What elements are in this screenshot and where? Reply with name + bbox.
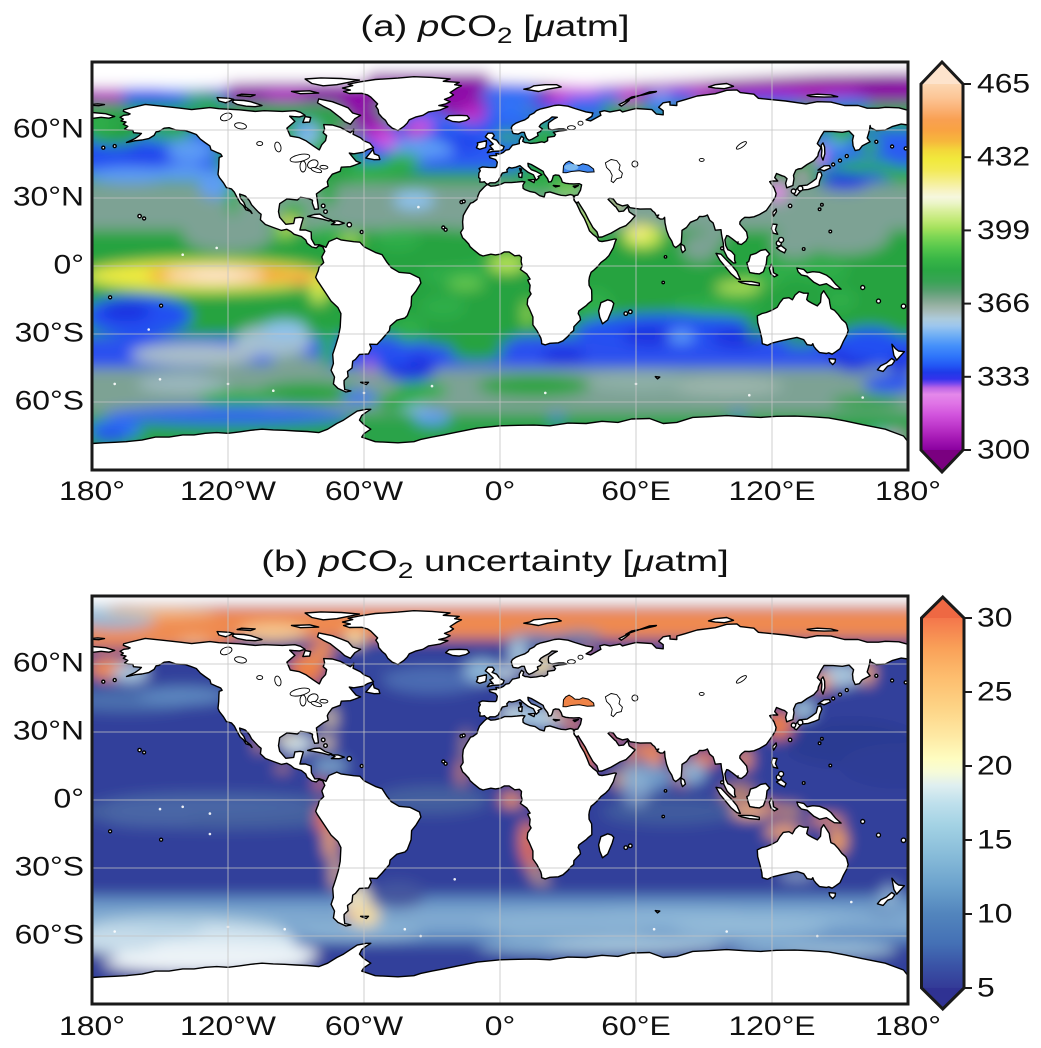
svg-text:180°: 180° [59,1011,125,1041]
svg-text:180°: 180° [875,1011,941,1041]
svg-text:60°S: 60°S [15,386,84,416]
svg-text:399: 399 [977,215,1030,245]
svg-text:30°S: 30°S [15,318,84,348]
svg-text:465: 465 [977,69,1030,99]
svg-text:120°W: 120°W [180,476,276,506]
svg-text:(a) pCO2 [μatm]: (a) pCO2 [μatm] [360,10,629,48]
svg-text:30: 30 [977,603,1012,633]
svg-text:60°E: 60°E [601,1011,670,1041]
svg-text:120°E: 120°E [728,1011,815,1041]
svg-text:0°: 0° [485,476,515,506]
svg-text:10: 10 [977,899,1012,929]
svg-text:30°N: 30°N [13,716,84,746]
svg-text:432: 432 [977,142,1030,172]
svg-text:0°: 0° [485,1011,515,1041]
svg-text:(b) pCO2 uncertainty [μatm]: (b) pCO2 uncertainty [μatm] [261,545,729,583]
svg-text:15: 15 [977,825,1012,855]
svg-text:20: 20 [977,751,1012,781]
svg-text:300: 300 [977,435,1030,465]
svg-text:60°W: 60°W [325,1011,403,1041]
svg-text:180°: 180° [875,476,941,506]
svg-text:333: 333 [977,362,1030,392]
svg-text:366: 366 [977,288,1030,318]
svg-text:0°: 0° [54,250,84,280]
svg-text:60°W: 60°W [325,476,403,506]
svg-text:5: 5 [977,973,995,1003]
svg-text:25: 25 [977,677,1012,707]
svg-text:30°N: 30°N [13,182,84,212]
svg-text:120°E: 120°E [728,476,815,506]
svg-text:60°S: 60°S [15,920,84,950]
svg-text:60°E: 60°E [601,476,670,506]
svg-text:30°S: 30°S [15,852,84,882]
svg-text:180°: 180° [59,476,125,506]
svg-text:60°N: 60°N [13,114,84,144]
svg-text:0°: 0° [54,784,84,814]
svg-text:60°N: 60°N [13,648,84,678]
svg-text:120°W: 120°W [180,1011,276,1041]
